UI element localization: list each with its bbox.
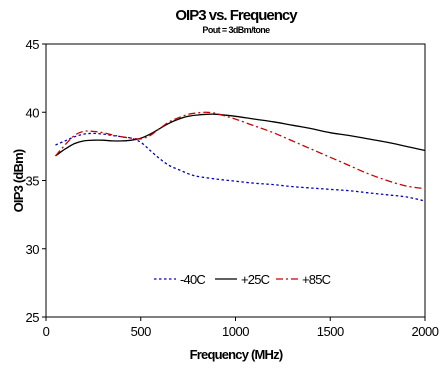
plot-area: [45, 43, 426, 318]
legend: -40C +25C +85C: [154, 272, 331, 287]
legend-entry: +85C: [302, 272, 331, 287]
x-axis-label: Frequency (MHz): [190, 347, 283, 362]
chart-subtitle: Pout = 3dBm/tone: [202, 25, 270, 35]
legend-entry: +25C: [241, 272, 270, 287]
x-tick-label: 0: [43, 324, 50, 339]
y-tick-label: 25: [26, 310, 40, 325]
legend-entry: -40C: [180, 272, 205, 287]
series-line-85C: [55, 111, 426, 190]
x-tick-label: 2000: [412, 324, 439, 339]
x-ticks: 0 500 1000 1500 2000: [43, 317, 439, 339]
y-axis-label: OIP3 (dBm): [11, 149, 26, 212]
series-line-25C: [55, 113, 426, 157]
x-tick-label: 500: [131, 324, 151, 339]
x-tick-label: 1000: [222, 324, 249, 339]
y-ticks: 25 30 35 40 45: [26, 37, 46, 325]
y-tick-label: 30: [26, 242, 40, 257]
x-tick-label: 1500: [317, 324, 344, 339]
series-lines: [55, 111, 426, 202]
chart-title: OIP3 vs. Frequency: [175, 7, 298, 24]
y-tick-label: 40: [26, 105, 40, 120]
y-tick-label: 35: [26, 174, 40, 189]
y-tick-label: 45: [26, 37, 40, 52]
series-line-40C: [55, 132, 426, 202]
